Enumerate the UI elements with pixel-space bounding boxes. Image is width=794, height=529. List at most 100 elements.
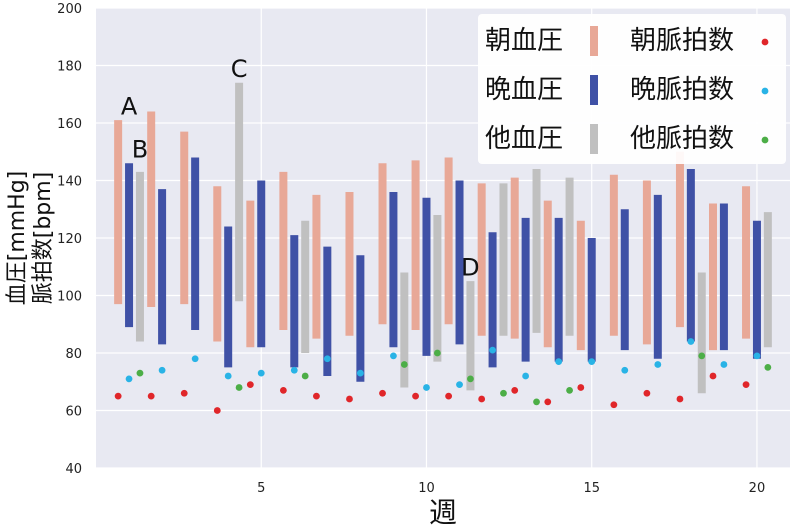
evening-bp-bar — [719, 203, 728, 351]
morning-bp-bar — [279, 171, 288, 330]
morning-pulse-point — [213, 407, 221, 414]
morning-bp-bar — [213, 186, 222, 342]
morning-pulse-point — [379, 389, 386, 397]
evening-bp-bar — [323, 246, 332, 376]
x-tick-label: 10 — [418, 481, 435, 496]
other-pulse-point — [500, 389, 507, 397]
other-pulse-point — [136, 369, 144, 377]
morning-bp-bar — [609, 174, 618, 336]
other-pulse-point — [433, 349, 441, 357]
evening-bp-bar — [257, 180, 266, 348]
morning-pulse-point — [544, 398, 552, 406]
annotation-d: D — [461, 253, 479, 281]
evening-pulse-point — [654, 361, 662, 368]
other-bp-bar — [532, 169, 541, 333]
evening-pulse-point — [588, 358, 596, 366]
other-pulse-point — [467, 375, 474, 383]
y-tick-label: 160 — [57, 117, 82, 132]
evening-bp-bar — [224, 226, 233, 368]
other-bp-bar — [135, 171, 144, 342]
morning-bp-bar — [543, 200, 552, 348]
other-pulse-point — [301, 372, 309, 380]
legend-swatch-dot — [761, 136, 769, 144]
legend-box — [478, 14, 786, 164]
evening-bp-bar — [521, 217, 530, 362]
legend-label: 晩血圧 — [485, 75, 563, 105]
legend-label: 晩脈拍数 — [630, 75, 734, 105]
morning-pulse-point — [180, 389, 188, 397]
morning-bp-bar — [246, 200, 255, 348]
morning-bp-bar — [477, 183, 486, 336]
evening-pulse-point — [224, 372, 232, 380]
legend-swatch-bar — [590, 124, 598, 154]
evening-bp-bar — [587, 238, 596, 362]
bp-bars — [114, 82, 772, 394]
legend-swatch-bar — [590, 26, 598, 56]
morning-pulse-point — [313, 392, 320, 400]
evening-bp-bar — [488, 232, 497, 368]
evening-pulse-point — [257, 369, 265, 377]
y-tick-label: 140 — [57, 175, 82, 190]
morning-pulse-point — [412, 392, 419, 400]
morning-bp-bar — [312, 194, 321, 339]
y-tick-label: 100 — [57, 290, 82, 305]
other-bp-bar — [433, 215, 442, 362]
y-axis-label-bp: 血圧[mmHg] — [5, 171, 30, 306]
y-tick-label: 60 — [65, 405, 82, 420]
morning-pulse-point — [478, 395, 486, 403]
morning-bp-bar — [642, 180, 651, 345]
morning-bp-bar — [510, 177, 519, 339]
y-axis-label-pulse: 脈拍数[bpm] — [31, 172, 56, 305]
morning-pulse-point — [610, 401, 618, 409]
evening-bp-bar — [389, 192, 398, 348]
evening-pulse-point — [522, 372, 530, 380]
morning-bp-bar — [411, 160, 420, 330]
legend-label: 朝血圧 — [485, 26, 563, 56]
evening-bp-bar — [125, 163, 134, 328]
morning-bp-bar — [708, 203, 717, 351]
morning-pulse-point — [511, 386, 519, 394]
evening-pulse-point — [323, 355, 331, 363]
other-pulse-point — [400, 361, 408, 368]
evening-bp-bar — [422, 197, 431, 356]
other-bp-bar — [301, 220, 310, 353]
other-pulse-point — [698, 352, 706, 360]
x-axis-label: 週 — [429, 496, 457, 529]
morning-pulse-point — [246, 381, 254, 389]
morning-pulse-point — [709, 372, 717, 380]
evening-pulse-point — [555, 358, 563, 366]
axis-ticks: 40 60 80 100 120 140 160 180 200 5 10 15 20 — [57, 2, 765, 496]
evening-pulse-point — [356, 369, 364, 377]
morning-bp-bar — [180, 131, 189, 305]
morning-bp-bar — [345, 192, 354, 336]
evening-pulse-point — [125, 375, 133, 383]
other-pulse-point — [235, 384, 243, 391]
other-bp-bar — [400, 272, 409, 388]
evening-pulse-point — [191, 355, 199, 363]
other-bp-bar — [235, 82, 244, 302]
evening-bp-bar — [554, 217, 563, 362]
y-tick-label: 80 — [65, 347, 82, 362]
legend-swatch-bar — [590, 75, 598, 105]
morning-bp-bar — [147, 111, 156, 307]
evening-pulse-point — [290, 366, 298, 374]
evening-bp-bar — [620, 209, 629, 351]
evening-pulse-point — [423, 384, 430, 391]
x-tick-label: 5 — [257, 481, 265, 496]
y-tick-label: 200 — [57, 2, 82, 17]
morning-bp-bar — [114, 120, 123, 305]
evening-pulse-point — [720, 361, 728, 368]
evening-pulse-point — [753, 352, 761, 360]
evening-pulse-point — [687, 338, 695, 345]
evening-pulse-point — [489, 346, 496, 354]
legend-label: 他脈拍数 — [630, 124, 734, 154]
evening-pulse-point — [456, 381, 463, 389]
evening-bp-bar — [686, 169, 695, 342]
other-pulse-point — [533, 398, 540, 406]
morning-pulse-point — [147, 392, 155, 400]
y-tick-label: 120 — [57, 232, 82, 247]
evening-bp-bar — [455, 180, 464, 345]
y-tick-label: 40 — [65, 462, 82, 477]
morning-pulse-point — [577, 384, 585, 391]
